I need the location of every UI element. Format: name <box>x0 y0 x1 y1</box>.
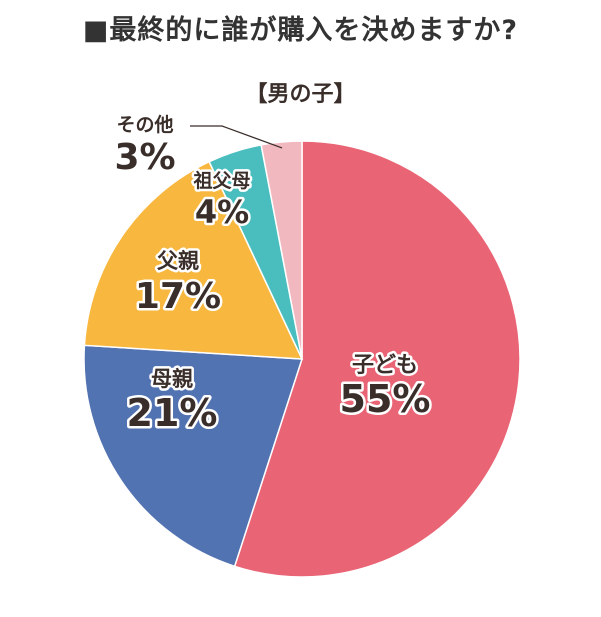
slice-value-label: 55% <box>340 377 431 421</box>
slice-label: 祖父母 <box>192 169 250 192</box>
pie-slice <box>83 344 304 568</box>
leader-line <box>190 125 283 149</box>
slice-label: その他 <box>116 113 173 136</box>
slice-label: 父親 <box>157 249 199 273</box>
pie-slice <box>260 140 303 360</box>
slice-value-label: 4% <box>195 193 249 231</box>
chart-subtitle: 【男の子】 <box>245 82 356 107</box>
pie-slice <box>233 140 521 578</box>
chart-title: ■最終的に誰が購入を決めますか? <box>82 15 519 46</box>
slice-value-label: 17% <box>135 276 221 317</box>
slice-value-label: 21% <box>127 391 218 435</box>
slice-label: 子ども <box>352 353 418 378</box>
pie-slice <box>83 160 304 360</box>
slice-label: 母親 <box>151 367 193 391</box>
slice-value-label: 3% <box>114 137 175 178</box>
